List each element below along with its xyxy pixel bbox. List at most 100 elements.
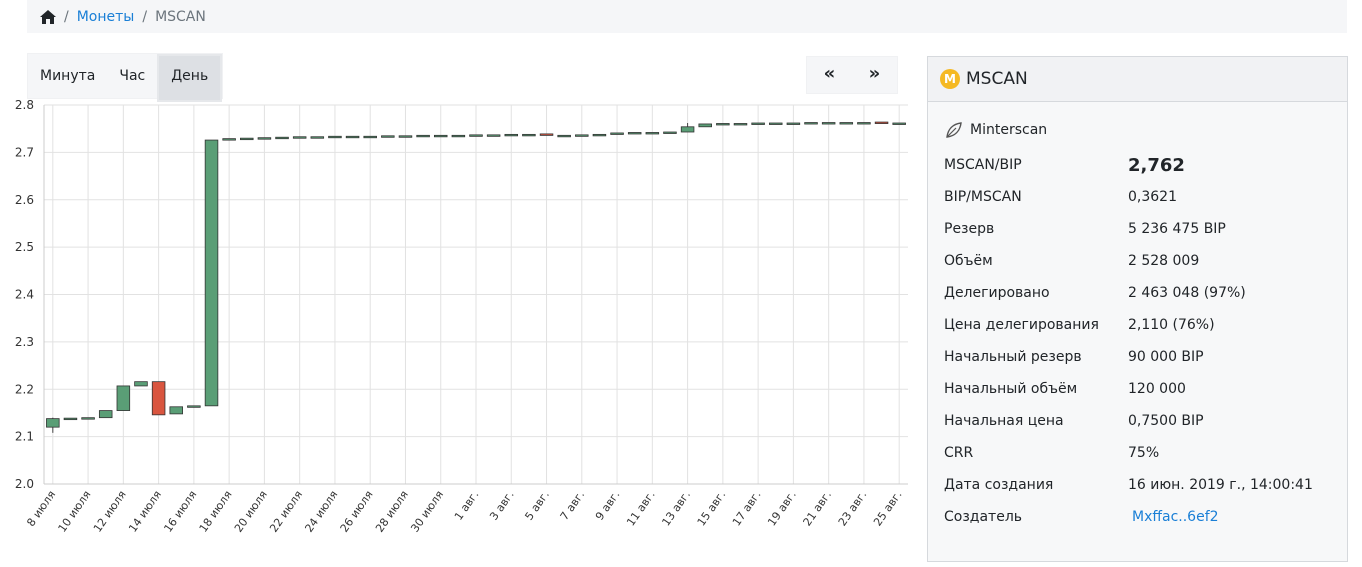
x-tick-label: 5 авг. — [522, 488, 552, 522]
owner-address-link[interactable]: Mxffac..6ef2 — [1132, 509, 1219, 525]
x-tick-label: 20 июля — [232, 488, 270, 534]
info-key: Резерв — [944, 221, 995, 237]
candle-body — [187, 405, 201, 408]
info-row-creator: Создатель Mxffac..6ef2 — [944, 501, 1331, 533]
candle-body — [398, 135, 413, 138]
x-tick-label: 13 авг. — [659, 488, 693, 528]
card-title: MSCAN — [966, 69, 1028, 89]
candle-body — [680, 126, 695, 133]
owner-label: Создатель — [944, 509, 1023, 525]
x-tick-label: 14 июля — [126, 488, 164, 534]
x-tick-label: 26 июля — [338, 488, 376, 534]
y-tick-label: 2.2 — [15, 382, 34, 396]
breadcrumb-current: MSCAN — [155, 8, 206, 25]
candle-body — [98, 410, 113, 419]
x-tick-label: 15 авг. — [695, 488, 729, 528]
candle-body — [240, 137, 254, 141]
breadcrumb-separator: / — [64, 8, 69, 25]
breadcrumb-coins-link[interactable]: Монеты — [76, 8, 135, 25]
info-key: CRR — [944, 445, 974, 461]
x-tick-label: 21 авг. — [801, 488, 835, 528]
y-tick-label: 2.4 — [15, 288, 34, 302]
info-value: 16 июн. 2019 г., 14:00:41 — [1128, 477, 1313, 493]
info-key: Делегировано — [944, 285, 1050, 301]
info-value: 90 000 BIP — [1128, 349, 1204, 365]
candle-body — [169, 406, 183, 415]
info-value: 2 463 048 (97%) — [1128, 285, 1246, 301]
period-hour-button[interactable]: Час — [119, 68, 146, 84]
info-value: 120 000 — [1128, 381, 1186, 397]
info-row: Цена делегирования 2,110 (76%) — [944, 309, 1331, 341]
candle-body — [381, 135, 395, 138]
candle-body — [874, 121, 889, 124]
info-row: Объём 2 528 009 — [944, 245, 1331, 277]
candle-body — [222, 138, 236, 141]
candle-body — [63, 417, 78, 421]
candle-body — [786, 122, 801, 125]
info-key: Цена делегирования — [944, 317, 1099, 333]
candle-body — [204, 139, 219, 407]
x-tick-label: 17 авг. — [730, 488, 764, 528]
x-tick-label: 22 июля — [267, 488, 305, 534]
period-selector: Минута Час День — [27, 53, 224, 102]
candle-body — [257, 137, 272, 140]
candle-body — [416, 134, 430, 138]
coin-icon: M — [940, 69, 960, 89]
y-tick-label: 2.5 — [15, 240, 34, 254]
candle-body — [663, 131, 677, 134]
candle-body — [839, 122, 854, 125]
info-value: 5 236 475 BIP — [1128, 221, 1226, 237]
candle-body — [345, 135, 360, 139]
next-page-button[interactable]: » — [868, 63, 881, 84]
candle-body — [804, 122, 818, 125]
period-day-button[interactable]: День — [157, 54, 223, 102]
prev-page-button[interactable]: « — [823, 63, 836, 84]
breadcrumb: / Монеты / MSCAN — [27, 0, 1347, 33]
x-tick-label: 28 июля — [373, 488, 411, 534]
x-tick-label: 16 июля — [161, 488, 199, 534]
x-tick-label: 12 июля — [91, 488, 129, 534]
candle-body — [821, 122, 836, 125]
x-tick-label: 7 авг. — [558, 488, 588, 522]
candle-body — [733, 123, 748, 126]
info-value: 0,3621 — [1128, 189, 1177, 205]
candle-body — [46, 418, 60, 428]
candle-body — [292, 136, 307, 139]
leaf-icon — [946, 122, 962, 138]
info-value: 2,110 (76%) — [1128, 317, 1215, 333]
coin-info-card: M MSCAN Minterscan MSCAN/BIP 2,762 BIP/M… — [927, 56, 1348, 562]
x-tick-label: 10 июля — [56, 488, 94, 534]
info-value: 75% — [1128, 445, 1160, 461]
candle-body — [769, 122, 783, 125]
candle-body — [557, 134, 571, 138]
home-icon[interactable] — [40, 9, 56, 24]
info-row: Дата создания 16 июн. 2019 г., 14:00:41 — [944, 469, 1331, 501]
candle-body — [433, 134, 448, 138]
info-key: BIP/MSCAN — [944, 189, 1022, 205]
x-tick-label: 23 авг. — [836, 488, 870, 528]
candle-body — [716, 123, 730, 126]
candle-body — [469, 134, 483, 137]
candle-body — [592, 133, 607, 137]
x-tick-label: 30 июля — [408, 488, 446, 534]
info-row: Начальный резерв 90 000 BIP — [944, 341, 1331, 373]
y-tick-label: 2.8 — [15, 98, 34, 112]
period-minute-button[interactable]: Минута — [40, 68, 96, 84]
price-label: MSCAN/BIP — [944, 157, 1022, 173]
candle-body — [328, 135, 342, 139]
candle-body — [539, 133, 554, 136]
info-row: Делегировано 2 463 048 (97%) — [944, 277, 1331, 309]
candle-body — [363, 135, 377, 139]
chart-pager: « » — [806, 56, 898, 94]
creator-row: Minterscan — [944, 120, 1331, 140]
y-tick-label: 2.0 — [15, 477, 34, 491]
candle-body — [645, 132, 660, 135]
y-tick-label: 2.3 — [15, 335, 34, 349]
info-row: CRR 75% — [944, 437, 1331, 469]
info-row: Начальный объём 120 000 — [944, 373, 1331, 405]
candle-body — [486, 134, 501, 137]
candle-body — [134, 381, 148, 387]
x-tick-label: 19 авг. — [765, 488, 799, 528]
candle-body — [892, 122, 906, 125]
